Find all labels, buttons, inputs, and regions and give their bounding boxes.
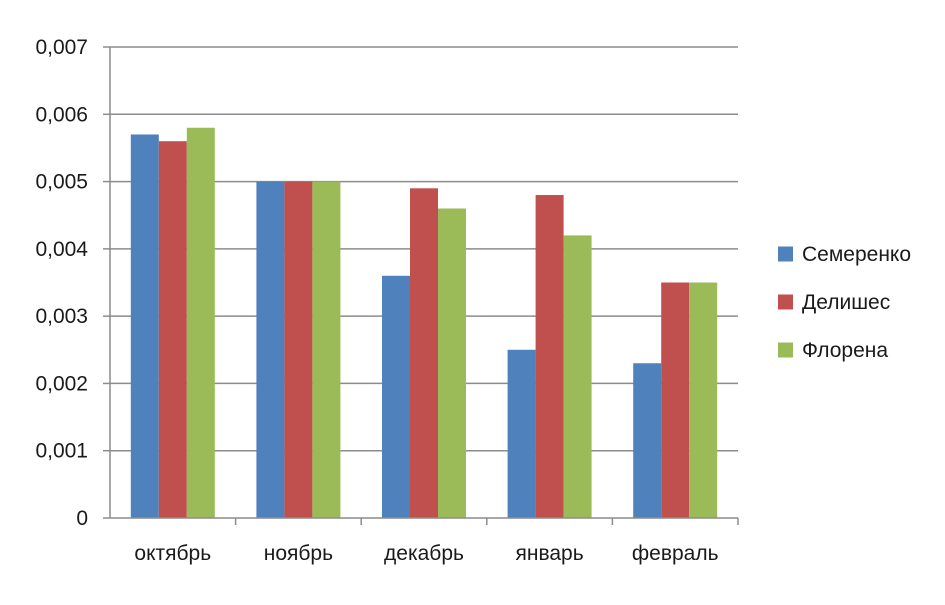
y-tick-label: 0,005 bbox=[35, 171, 88, 194]
bar-3-4 bbox=[563, 235, 592, 518]
y-tick-label: 0,001 bbox=[35, 440, 88, 463]
bar-3-3 bbox=[438, 208, 466, 518]
axes bbox=[103, 46, 739, 525]
legend-swatch-1 bbox=[778, 246, 793, 262]
x-tick-label: январь bbox=[515, 542, 583, 565]
bar-1-1 bbox=[130, 134, 159, 518]
y-axis-tick-labels: 0 0,001 0,002 0,003 0,004 0,005 0,006 0,007 bbox=[35, 36, 88, 530]
bar-1-3 bbox=[382, 275, 410, 518]
bar-2-5 bbox=[661, 282, 690, 518]
y-tick-label: 0,003 bbox=[35, 305, 88, 328]
bar-2-2 bbox=[284, 181, 313, 519]
legend-label-2: Делишес bbox=[802, 291, 890, 314]
bar-1-4 bbox=[507, 349, 536, 518]
legend-swatch-2 bbox=[778, 294, 793, 310]
bar-2-1 bbox=[158, 141, 187, 518]
bar-3-2 bbox=[312, 181, 341, 519]
legend: Семеренко Делишес Флорена bbox=[778, 243, 911, 362]
x-tick-label: октябрь bbox=[134, 542, 211, 565]
legend-label-3: Флорена bbox=[802, 339, 888, 362]
bar-3-1 bbox=[186, 127, 215, 518]
bar-1-5 bbox=[633, 363, 662, 518]
y-tick-label: 0,004 bbox=[35, 238, 88, 261]
bar-3-5 bbox=[689, 282, 718, 518]
x-tick-label: ноябрь bbox=[264, 542, 333, 565]
bar-2-3 bbox=[410, 188, 438, 519]
x-axis-tick-labels: октябрь ноябрь декабрь январь февраль bbox=[134, 542, 718, 565]
bar-1-2 bbox=[256, 181, 285, 519]
y-tick-label: 0 bbox=[76, 507, 88, 530]
bars bbox=[130, 127, 718, 519]
x-tick-label: февраль bbox=[632, 542, 719, 565]
y-tick-label: 0,002 bbox=[35, 372, 88, 395]
x-tick-label: декабрь bbox=[384, 542, 464, 565]
bar-2-4 bbox=[535, 195, 564, 518]
legend-label-1: Семеренко bbox=[802, 243, 911, 266]
y-tick-label: 0,006 bbox=[35, 103, 88, 126]
legend-swatch-3 bbox=[778, 342, 793, 358]
y-tick-label: 0,007 bbox=[35, 36, 88, 59]
